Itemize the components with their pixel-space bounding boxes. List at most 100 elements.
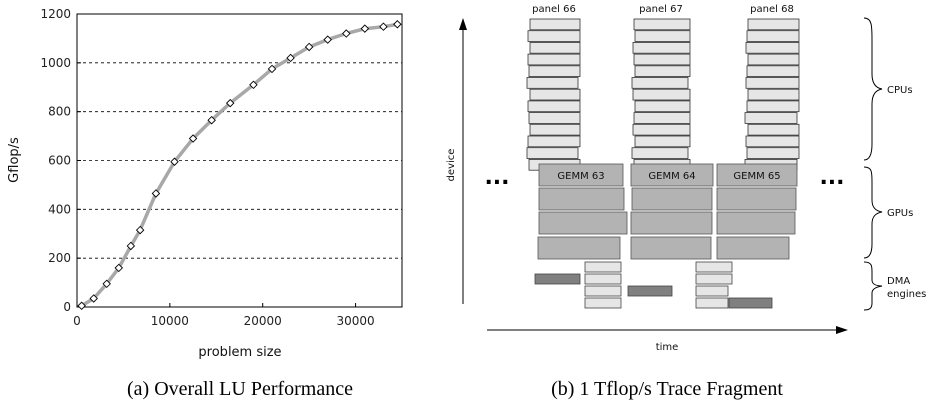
cpu-task-box xyxy=(529,18,581,31)
data-point xyxy=(286,53,295,63)
cpu-task-box xyxy=(529,88,581,101)
dma-dark-1 xyxy=(534,273,581,285)
data-point xyxy=(225,98,235,108)
series-points xyxy=(77,20,402,311)
y-axis-ticks: 0 200 400 600 800 1000 1200 xyxy=(40,7,81,314)
x-tick-label: 10000 xyxy=(151,314,189,328)
gpu-rows: GEMM 63 GEMM 64 GEMM 65 xyxy=(537,163,798,260)
group-label-gpus: GPUs xyxy=(887,208,913,219)
cpu-task-box xyxy=(529,123,581,136)
x-tick-label: 20000 xyxy=(244,314,282,328)
dma-light-b1 xyxy=(695,261,733,273)
cpu-task-box xyxy=(747,18,800,31)
group-label-engines: engines xyxy=(887,289,926,300)
data-point xyxy=(89,294,98,303)
dma-light-b3 xyxy=(695,285,729,297)
cpu-task-box xyxy=(526,77,579,89)
cpu-task-box xyxy=(632,123,691,136)
x-tick-label: 30000 xyxy=(336,314,374,328)
cpu-task-box xyxy=(747,53,800,66)
data-point xyxy=(151,189,161,198)
cpu-task-box xyxy=(745,77,800,89)
cpu-task-box xyxy=(526,147,579,159)
cpu-task-box xyxy=(527,53,581,66)
cpu-task-box xyxy=(632,88,691,101)
cpu-task-box xyxy=(745,42,800,54)
gpu-row2-c xyxy=(716,187,797,211)
cpu-task-box xyxy=(527,100,581,113)
data-point xyxy=(379,22,388,31)
data-point xyxy=(188,134,198,143)
y-tick-label: 1000 xyxy=(40,56,71,70)
panel-label-66: panel 66 xyxy=(532,4,576,15)
cpu-task-box xyxy=(631,77,689,89)
y-axis-label: Gflop/s xyxy=(7,137,22,183)
performance-chart: 0 200 400 600 800 1000 1200 0 10000 20000 30000 p… xyxy=(7,7,403,400)
gpu-row2-a xyxy=(538,187,625,211)
x-axis-label: problem size xyxy=(198,345,281,360)
gemm-63-box xyxy=(538,163,624,187)
data-point xyxy=(77,301,86,311)
cpu-task-box xyxy=(634,135,691,148)
cpu-task-box xyxy=(527,30,581,42)
cpu-task-box xyxy=(633,53,691,66)
cpu-task-box xyxy=(527,135,581,148)
y-tick-label: 800 xyxy=(48,105,71,119)
gemm-63-label: GEMM 63 xyxy=(557,171,604,182)
brace-dma xyxy=(863,261,883,311)
gpu-row4-a xyxy=(537,236,621,260)
y-tick-label: 400 xyxy=(48,202,71,216)
group-label-dma: DMA xyxy=(887,276,910,287)
data-point xyxy=(267,64,277,74)
cpu-task-box xyxy=(529,42,581,54)
brace-gpus xyxy=(863,166,883,259)
gemm-65-box xyxy=(716,163,798,187)
gpu-row3-a xyxy=(538,211,628,235)
panel-label-67: panel 67 xyxy=(639,4,683,15)
cpu-task-box xyxy=(746,65,800,78)
data-point xyxy=(102,279,111,289)
cpu-panel-stacks xyxy=(526,18,800,171)
y-tick-label: 1200 xyxy=(40,7,71,21)
gpu-row3-b xyxy=(630,211,713,235)
cpu-task-box xyxy=(747,123,800,136)
gpu-row3-c xyxy=(716,211,796,235)
cpu-task-box xyxy=(631,147,689,159)
y-tick-label: 0 xyxy=(63,300,71,314)
dma-rows xyxy=(534,261,773,309)
panel-label-68: panel 68 xyxy=(750,4,794,15)
time-axis-arrowhead xyxy=(836,326,848,334)
dma-light-a2 xyxy=(584,273,622,285)
gpu-row4-c xyxy=(716,236,790,260)
cpu-task-box xyxy=(633,18,691,31)
cpu-task-box xyxy=(633,112,691,124)
ellipsis-right: ... xyxy=(819,165,844,190)
dma-light-a4 xyxy=(584,297,622,309)
trace-diagram: device time panel 66 panel 67 panel 68 .… xyxy=(446,4,926,400)
caption-a: (a) Overall LU Performance xyxy=(127,378,353,400)
data-point xyxy=(207,115,216,125)
x-axis-ticks: 0 10000 20000 30000 xyxy=(73,303,375,328)
cpu-task-box xyxy=(528,112,581,124)
data-point xyxy=(249,80,258,90)
caption-b: (b) 1 Tflop/s Trace Fragment xyxy=(551,378,783,400)
device-axis-label: device xyxy=(446,149,457,182)
gemm-65-label: GEMM 65 xyxy=(733,171,780,182)
device-axis-arrowhead xyxy=(459,18,467,30)
data-point xyxy=(323,35,332,44)
time-axis-label: time xyxy=(656,342,679,353)
data-point xyxy=(170,157,179,166)
data-point xyxy=(304,42,314,52)
ellipsis-left: ... xyxy=(484,165,509,190)
data-point xyxy=(342,29,351,38)
gpu-row4-b xyxy=(630,236,712,260)
series-line xyxy=(80,22,398,308)
brace-cpus xyxy=(863,17,883,161)
cpu-task-box xyxy=(632,42,691,54)
gemm-64-label: GEMM 64 xyxy=(648,171,695,182)
cpu-task-box xyxy=(528,65,581,78)
data-point xyxy=(393,20,402,29)
gemm-64-box xyxy=(630,163,714,187)
dma-light-a3 xyxy=(584,285,622,297)
cpu-task-box xyxy=(746,30,800,42)
